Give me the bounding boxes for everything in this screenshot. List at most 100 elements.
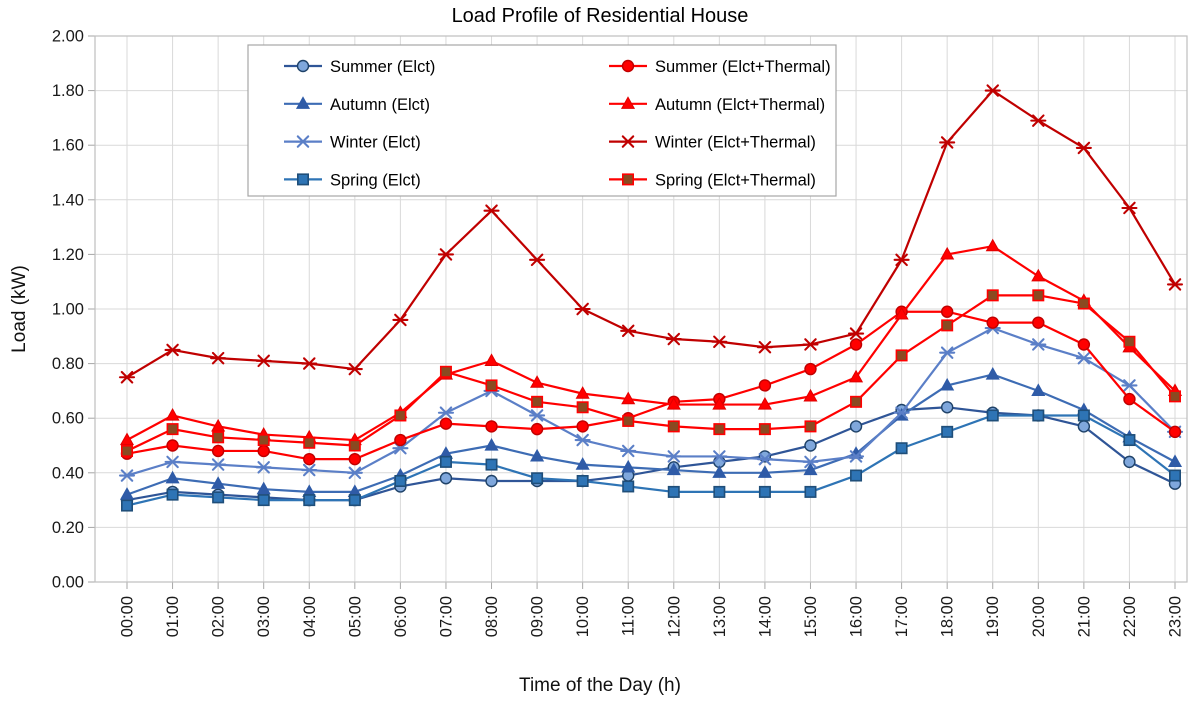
x-tick-label: 20:00 [1030, 596, 1048, 637]
marker-circle [485, 420, 498, 433]
marker-square [713, 485, 726, 498]
marker-asterisk [210, 458, 227, 471]
marker-square [576, 474, 589, 487]
marker-square [257, 434, 270, 447]
marker-triangle [621, 391, 636, 405]
marker-circle [1123, 392, 1136, 406]
marker-asterisk [294, 135, 312, 148]
marker-circle [1032, 316, 1045, 329]
marker-triangle [621, 459, 636, 473]
series-line-autumn-elct-thermal [126, 245, 1176, 442]
marker-triangle [666, 397, 681, 410]
marker-square [531, 472, 544, 485]
legend-item-summer-elct-thermal: Summer (Elct+Thermal) [609, 58, 831, 76]
marker-asterisk [574, 302, 591, 316]
marker-circle [804, 439, 817, 452]
legend-label: Summer (Elct+Thermal) [655, 58, 831, 76]
marker-triangle [848, 369, 864, 383]
x-tick-label: 11:00 [620, 596, 638, 636]
marker-triangle [256, 481, 271, 495]
x-tick-label: 16:00 [848, 596, 866, 637]
chart-title: Load Profile of Residential House [452, 5, 749, 27]
marker-asterisk [346, 466, 363, 480]
legend-label: Autumn (Elct+Thermal) [655, 96, 825, 114]
marker-triangle [985, 366, 1000, 380]
marker-triangle [211, 418, 226, 432]
marker-square [667, 485, 680, 498]
marker-asterisk [301, 463, 318, 477]
marker-asterisk [893, 406, 910, 419]
marker-square [485, 458, 498, 471]
marker-square [212, 431, 225, 444]
x-tick-label: 19:00 [984, 596, 1002, 637]
marker-asterisk [756, 340, 773, 354]
marker-asterisk [939, 346, 956, 359]
marker-asterisk [711, 450, 728, 463]
marker-circle [485, 474, 498, 488]
x-tick-label: 22:00 [1121, 596, 1139, 637]
x-tick-label: 07:00 [437, 596, 455, 637]
marker-square [303, 494, 316, 507]
marker-asterisk [529, 409, 546, 422]
x-tick-label: 01:00 [164, 596, 182, 637]
marker-asterisk [756, 452, 773, 466]
x-tick-label: 08:00 [483, 596, 501, 637]
x-tick-label: 12:00 [665, 596, 683, 637]
marker-square [166, 423, 179, 436]
marker-square [621, 173, 634, 186]
x-tick-label: 10:00 [574, 596, 592, 637]
marker-square [667, 420, 680, 433]
marker-square [895, 442, 908, 455]
legend-label: Winter (Elct+Thermal) [655, 134, 816, 152]
marker-circle [1077, 338, 1091, 351]
marker-square [1032, 409, 1045, 422]
marker-triangle [1167, 454, 1183, 467]
marker-square [576, 401, 589, 414]
marker-square [394, 409, 407, 422]
marker-square [296, 173, 309, 186]
marker-square [941, 425, 954, 438]
y-tick-label: 1.00 [52, 301, 84, 319]
marker-asterisk [1075, 141, 1092, 155]
legend-label: Spring (Elct+Thermal) [655, 171, 816, 189]
marker-triangle [295, 96, 311, 109]
x-tick-label: 14:00 [756, 596, 774, 637]
y-tick-label: 0.80 [52, 355, 84, 373]
gridlines: 0.00 0.20 0.40 0.60 0.80 1.00 1.20 1.40 1.60 1.80… [52, 28, 1188, 637]
legend-item-spring-elct-thermal: Spring (Elct+Thermal) [609, 171, 816, 189]
marker-asterisk [346, 362, 363, 376]
marker-square [348, 494, 361, 507]
marker-asterisk [1030, 114, 1047, 127]
series-spring-elct [121, 409, 1182, 512]
marker-circle [986, 316, 999, 329]
marker-square [1123, 434, 1136, 447]
marker-square [439, 365, 452, 378]
marker-triangle [620, 96, 636, 109]
marker-triangle [165, 470, 180, 484]
series-layer [118, 84, 1184, 512]
y-tick-label: 0.60 [52, 410, 84, 428]
marker-square [1169, 390, 1182, 403]
y-tick-label: 1.20 [52, 246, 84, 264]
marker-asterisk [1075, 351, 1092, 365]
series-line-spring-elct-thermal [126, 294, 1176, 452]
marker-square [804, 420, 817, 433]
marker-triangle [757, 465, 772, 478]
marker-asterisk [939, 136, 956, 149]
marker-square [986, 409, 999, 422]
marker-square [257, 494, 270, 507]
legend-item-winter-elct: Winter (Elct) [284, 134, 421, 152]
series-autumn-elct [119, 366, 1183, 500]
marker-square [713, 423, 726, 436]
marker-asterisk [1121, 379, 1138, 392]
marker-asterisk [665, 450, 682, 463]
marker-asterisk [847, 327, 865, 340]
marker-asterisk [802, 455, 819, 469]
x-axis-title: Time of the Day (h) [519, 675, 681, 696]
marker-triangle [985, 238, 1000, 252]
x-tick-label: 03:00 [255, 596, 273, 637]
legend-item-autumn-elct: Autumn (Elct) [284, 96, 430, 114]
series-line-summer-elct-thermal [126, 310, 1176, 461]
series-line-autumn-elct [126, 373, 1176, 496]
marker-triangle [484, 437, 499, 451]
